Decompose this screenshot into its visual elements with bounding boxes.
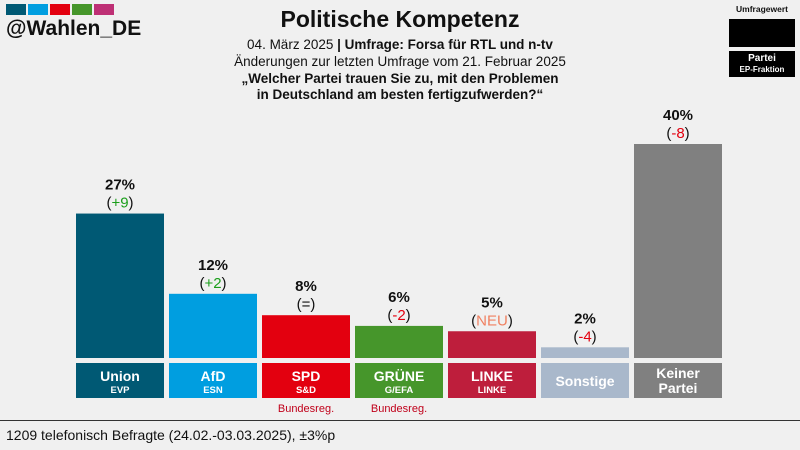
party-box-union <box>76 363 164 398</box>
question-line-2: in Deutschland am besten fertigzufwerden… <box>256 87 544 102</box>
party-group-afd: ESN <box>203 385 223 396</box>
footer-divider <box>0 420 800 421</box>
party-name-grüne: GRÜNE <box>374 368 425 384</box>
question-line-1: „Welcher Partei trauen Sie zu, mit den P… <box>241 71 559 86</box>
legend-party-label: Partei <box>748 53 776 64</box>
swatch-spd <box>50 4 70 15</box>
swatch-gruene <box>72 4 92 15</box>
change-label-linke: (NEU) <box>471 312 513 329</box>
change-label-spd: (=) <box>297 296 316 313</box>
party-group-union: EVP <box>110 385 130 396</box>
bar-keiner-partei <box>634 144 722 358</box>
party-box-linke <box>448 363 536 398</box>
poll-separator: | <box>337 37 341 52</box>
footer-note: 1209 telefonisch Befragte (24.02.-03.03.… <box>6 427 336 443</box>
legend-value-box <box>729 19 795 47</box>
party-box-keiner-partei <box>634 363 722 398</box>
bar-linke <box>448 331 536 358</box>
party-name-sonstige: Sonstige <box>555 373 614 389</box>
legend-party-box: Partei EP-Fraktion <box>729 51 795 77</box>
account-handle: @Wahlen_DE <box>6 17 142 40</box>
party-name-keiner-partei-line1: Keiner <box>656 365 700 381</box>
poll-question: „Welcher Partei trauen Sie zu, mit den P… <box>0 71 800 103</box>
party-box-spd <box>262 363 350 398</box>
change-label-sonstige: (-4) <box>573 328 596 345</box>
swatch-linke <box>94 4 114 15</box>
party-group-grüne: G/EFA <box>385 385 414 396</box>
party-box-afd <box>169 363 257 398</box>
value-label-grüne: 6% <box>388 289 410 306</box>
poll-date: 04. März 2025 <box>247 37 334 52</box>
legend-value-label: Umfragewert <box>736 4 788 14</box>
change-label-grüne: (-2) <box>387 307 410 324</box>
change-label-afd: (+2) <box>199 275 226 292</box>
party-name-spd: SPD <box>292 368 321 384</box>
change-label-union: (+9) <box>106 195 133 212</box>
value-label-union: 27% <box>105 177 135 194</box>
party-group-linke: LINKE <box>478 385 507 396</box>
party-name-union: Union <box>100 368 140 384</box>
party-group-spd: S&D <box>296 385 316 396</box>
legend-group-label: EP-Fraktion <box>739 65 785 74</box>
change-label-keiner-partei: (-8) <box>666 125 689 142</box>
value-label-afd: 12% <box>198 257 228 274</box>
swatch-afd <box>28 4 48 15</box>
party-name-linke: LINKE <box>471 368 513 384</box>
bar-spd <box>262 315 350 358</box>
value-label-sonstige: 2% <box>574 310 596 327</box>
bar-sonstige <box>541 347 629 358</box>
chart-title: Politische Kompetenz <box>280 6 520 32</box>
party-box-grüne <box>355 363 443 398</box>
poll-institute: Umfrage: Forsa für RTL und n-tv <box>344 37 553 52</box>
changes-note: Änderungen zur letzten Umfrage vom 21. F… <box>234 54 566 69</box>
bar-afd <box>169 293 257 358</box>
poll-info: 04. März 2025 | Umfrage: Forsa für RTL u… <box>0 37 800 52</box>
government-note-grüne: Bundesreg. <box>371 403 427 415</box>
party-box-sonstige <box>541 363 629 398</box>
government-note-spd: Bundesreg. <box>278 403 334 415</box>
legend: Umfragewert Partei EP-Fraktion <box>728 4 796 77</box>
party-name-afd: AfD <box>201 368 226 384</box>
bar-grüne <box>355 325 443 358</box>
value-label-linke: 5% <box>481 294 503 311</box>
swatch-union <box>6 4 26 15</box>
party-name-keiner-partei-line2: Partei <box>659 380 698 396</box>
value-label-keiner-partei: 40% <box>663 107 693 124</box>
bar-union <box>76 213 164 358</box>
color-swatches <box>6 4 114 15</box>
value-label-spd: 8% <box>295 278 317 295</box>
